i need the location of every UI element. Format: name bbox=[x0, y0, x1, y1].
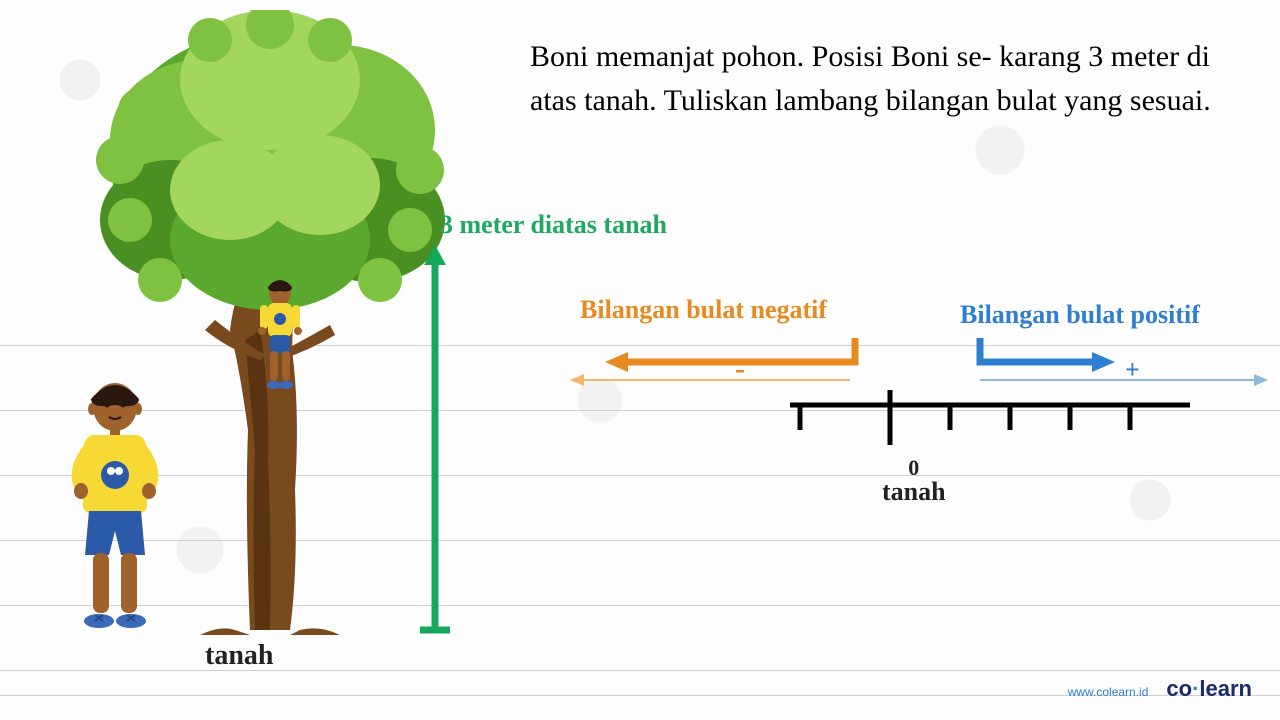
positive-label: Bilangan bulat positif bbox=[960, 300, 1200, 330]
number-line-diagram: - + bbox=[560, 330, 1280, 470]
footer: www.colearn.id co·learn bbox=[1068, 676, 1252, 702]
height-arrow-icon bbox=[420, 245, 450, 645]
boy-in-tree-illustration bbox=[250, 275, 310, 395]
negative-label: Bilangan bulat negatif bbox=[580, 295, 827, 325]
height-label: 3 meter diatas tanah bbox=[440, 210, 667, 240]
footer-url: www.colearn.id bbox=[1068, 685, 1149, 699]
plus-sign: + bbox=[1125, 355, 1140, 384]
boy-standing-illustration bbox=[55, 375, 175, 635]
minus-sign: - bbox=[735, 352, 745, 385]
ground-label: tanah bbox=[205, 640, 273, 672]
question-text: Boni memanjat pohon. Posisi Boni se- kar… bbox=[530, 35, 1250, 122]
brand-logo: co·learn bbox=[1166, 676, 1252, 702]
